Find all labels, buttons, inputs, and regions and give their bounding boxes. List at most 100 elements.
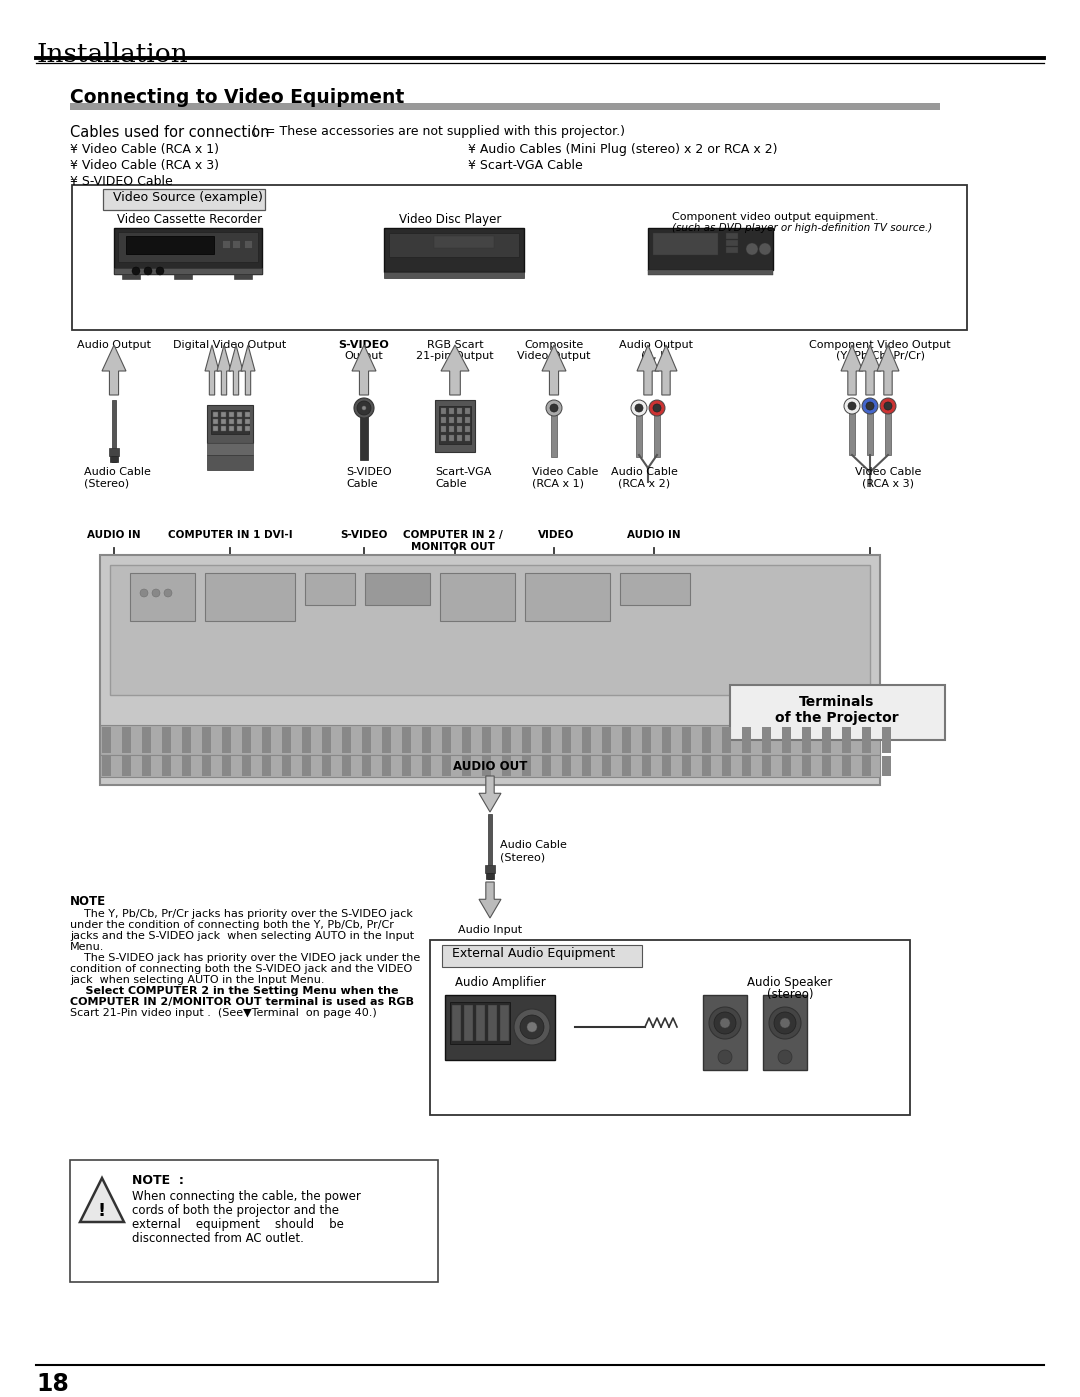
Text: Audio Output: Audio Output <box>619 339 693 351</box>
Text: Video Output: Video Output <box>517 351 591 360</box>
Bar <box>441 434 446 441</box>
Bar <box>726 240 738 246</box>
Bar <box>636 402 642 457</box>
Bar <box>482 726 491 753</box>
Bar <box>723 756 731 775</box>
Bar <box>302 726 311 753</box>
Bar <box>430 940 910 1115</box>
Bar <box>282 756 291 775</box>
Circle shape <box>514 1009 550 1045</box>
Bar <box>402 726 411 753</box>
Text: S-VIDEO: S-VIDEO <box>340 529 388 541</box>
Circle shape <box>780 1018 789 1028</box>
Bar <box>110 455 118 462</box>
Polygon shape <box>441 345 469 395</box>
Bar <box>450 1002 510 1044</box>
Bar <box>109 448 119 455</box>
Bar <box>229 419 234 425</box>
Circle shape <box>774 1011 796 1034</box>
Text: Audio Amplifier: Audio Amplifier <box>455 977 545 989</box>
Bar <box>620 573 690 605</box>
Circle shape <box>164 590 172 597</box>
Bar <box>602 726 611 753</box>
Polygon shape <box>217 345 231 395</box>
Bar <box>681 756 691 775</box>
Circle shape <box>866 402 874 409</box>
Bar <box>502 756 511 775</box>
Text: ¥ Video Cable (RCA x 1): ¥ Video Cable (RCA x 1) <box>70 142 219 156</box>
Bar <box>442 944 642 967</box>
Text: (RCA x 1): (RCA x 1) <box>532 479 584 489</box>
Circle shape <box>718 1051 732 1065</box>
Bar <box>384 228 524 272</box>
Text: Scart-VGA: Scart-VGA <box>435 467 491 476</box>
Bar <box>502 726 511 753</box>
Bar <box>867 400 873 455</box>
Bar <box>100 754 880 777</box>
Bar <box>742 726 751 753</box>
Text: Menu.: Menu. <box>70 942 105 951</box>
Bar <box>174 274 192 279</box>
Circle shape <box>631 400 647 416</box>
Text: Cable: Cable <box>435 479 467 489</box>
Bar <box>457 426 462 432</box>
Text: Component video output equipment.: Component video output equipment. <box>672 212 878 222</box>
Text: VIDEO: VIDEO <box>538 529 575 541</box>
Bar <box>262 756 271 775</box>
Polygon shape <box>877 345 899 395</box>
Bar <box>141 756 151 775</box>
Bar <box>622 756 631 775</box>
Bar <box>211 409 249 434</box>
Text: Audio Cable: Audio Cable <box>500 840 567 849</box>
Bar <box>457 408 462 414</box>
Circle shape <box>720 1018 730 1028</box>
Bar <box>242 726 251 753</box>
Text: !: ! <box>98 1201 106 1220</box>
Bar <box>342 726 351 753</box>
Bar <box>229 412 234 416</box>
Bar <box>442 756 451 775</box>
Bar <box>525 573 610 622</box>
Bar <box>654 402 660 457</box>
Bar <box>488 1004 497 1041</box>
Polygon shape <box>102 345 126 395</box>
Bar <box>476 1004 485 1041</box>
Bar <box>402 756 411 775</box>
Bar <box>222 240 230 249</box>
Text: COMPUTER IN 1 DVI-I: COMPUTER IN 1 DVI-I <box>167 529 293 541</box>
Bar <box>237 426 242 432</box>
Bar <box>465 426 470 432</box>
Bar <box>465 408 470 414</box>
Bar <box>702 726 711 753</box>
Text: disconnected from AC outlet.: disconnected from AC outlet. <box>132 1232 303 1245</box>
Circle shape <box>885 402 892 409</box>
Text: S-VIDEO: S-VIDEO <box>339 339 390 351</box>
Text: under the condition of connecting both the Y, Pb/Cb, Pr/Cr: under the condition of connecting both t… <box>70 921 394 930</box>
Bar <box>445 995 555 1060</box>
Circle shape <box>550 404 558 412</box>
Text: AUDIO OUT: AUDIO OUT <box>453 760 527 773</box>
Bar <box>551 402 557 457</box>
Bar <box>782 756 791 775</box>
Bar <box>562 726 571 753</box>
Polygon shape <box>480 882 501 918</box>
Bar <box>102 726 111 753</box>
Bar <box>582 726 591 753</box>
Bar <box>726 247 738 253</box>
Polygon shape <box>205 345 219 395</box>
Text: (  = These accessories are not supplied with this projector.): ( = These accessories are not supplied w… <box>252 124 625 138</box>
Polygon shape <box>654 345 677 395</box>
Bar <box>642 726 651 753</box>
Circle shape <box>152 590 160 597</box>
Text: ¥ S-VIDEO Cable: ¥ S-VIDEO Cable <box>70 175 173 189</box>
Bar <box>365 573 430 605</box>
Bar <box>102 756 111 775</box>
Bar <box>112 400 116 462</box>
Text: condition of connecting both the S-VIDEO jack and the VIDEO: condition of connecting both the S-VIDEO… <box>70 964 413 974</box>
Bar <box>464 1004 473 1041</box>
Text: Component Video Output: Component Video Output <box>809 339 950 351</box>
Text: Scart 21-Pin video input .  (See▼Terminal  on page 40.): Scart 21-Pin video input . (See▼Terminal… <box>70 1009 377 1018</box>
Circle shape <box>362 407 366 409</box>
Polygon shape <box>241 345 255 395</box>
Bar <box>462 756 471 775</box>
